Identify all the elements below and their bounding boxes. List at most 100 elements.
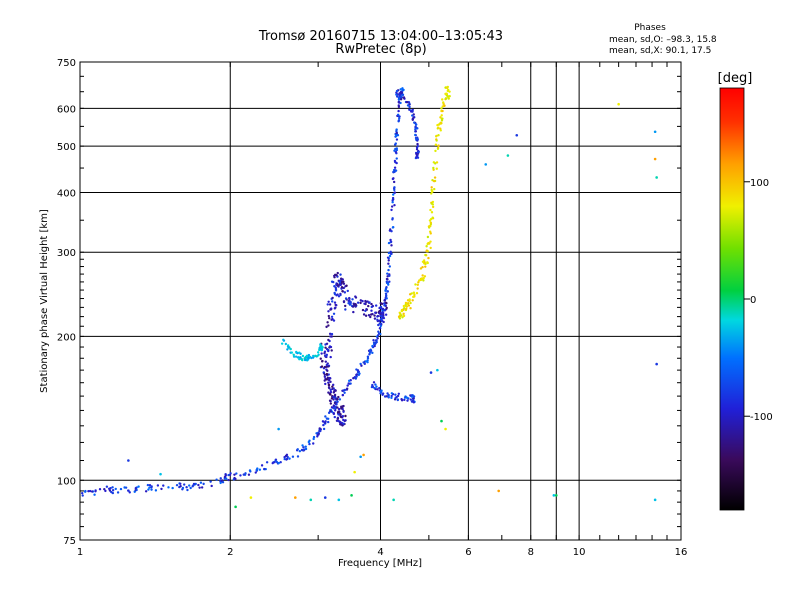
data-point [405, 305, 409, 308]
data-point [339, 423, 342, 426]
data-point [154, 489, 158, 492]
data-point [329, 345, 333, 349]
data-point [440, 107, 443, 110]
data-point [351, 298, 354, 301]
data-point [301, 354, 305, 358]
data-point [425, 245, 428, 248]
data-point [384, 292, 388, 295]
chart-title: Tromsø 20160715 13:04:00–13:05:43 [258, 29, 503, 44]
data-point [359, 362, 362, 366]
data-point [403, 398, 406, 402]
data-point [401, 316, 404, 319]
data-point [415, 155, 418, 158]
data-point [415, 291, 419, 295]
data-point [414, 128, 417, 131]
data-point [156, 484, 160, 487]
data-point [399, 312, 402, 316]
data-point [279, 461, 282, 464]
data-point [416, 287, 419, 290]
data-point [368, 350, 372, 354]
data-point [88, 489, 92, 493]
data-point [311, 356, 315, 359]
data-point [395, 138, 399, 141]
data-point [431, 205, 435, 209]
data-point [446, 94, 449, 98]
colorbar-gradient [719, 87, 745, 511]
data-point [372, 341, 376, 344]
data-point [329, 355, 332, 359]
data-point [305, 354, 309, 358]
data-point [341, 414, 345, 418]
data-point [327, 386, 331, 389]
data-point [323, 421, 326, 424]
data-point [337, 419, 340, 423]
data-point [414, 283, 417, 286]
data-point [286, 455, 289, 459]
data-point [385, 285, 388, 289]
chart-subtitle: RwPretec (8p) [335, 42, 426, 57]
data-point [189, 486, 192, 490]
data-point [333, 415, 336, 419]
data-point [344, 297, 348, 300]
data-point [352, 310, 355, 314]
data-point [655, 362, 658, 366]
data-point [300, 448, 304, 452]
data-point [361, 308, 365, 312]
data-point [370, 385, 374, 389]
data-point [323, 373, 326, 376]
data-point [369, 315, 372, 319]
data-point [412, 397, 415, 400]
data-point [325, 325, 328, 329]
data-point [387, 268, 390, 272]
data-point [385, 280, 388, 283]
plot-area: 1 2 4 6 8 10 16 75 100 200 300 400 500 600 750 [57, 58, 687, 558]
data-point [234, 477, 237, 481]
data-point [419, 267, 423, 270]
data-point [302, 446, 305, 449]
data-point [327, 384, 331, 387]
data-point [349, 382, 352, 385]
data-point [209, 480, 212, 483]
data-point [292, 353, 295, 357]
data-point [353, 375, 357, 379]
data-point [429, 221, 433, 224]
data-point [653, 130, 657, 134]
data-point [325, 365, 328, 368]
data-point [242, 473, 245, 476]
data-point [335, 398, 338, 401]
data-point [329, 377, 332, 380]
data-point [328, 332, 332, 336]
data-point [380, 318, 383, 321]
x-axis-label: Frequency [MHz] [338, 558, 422, 569]
data-point [435, 167, 438, 170]
data-point [437, 134, 440, 137]
data-point [308, 442, 311, 446]
data-point [376, 314, 380, 318]
data-point [286, 348, 289, 351]
data-point [387, 393, 390, 397]
data-point [324, 346, 327, 349]
data-point [271, 461, 274, 465]
data-point [421, 274, 424, 277]
data-point [393, 166, 397, 169]
data-point [373, 314, 376, 317]
data-point [274, 458, 278, 461]
data-point [327, 411, 331, 415]
data-point [370, 309, 373, 312]
data-point [330, 349, 333, 352]
data-point [134, 487, 138, 490]
data-point [127, 459, 130, 462]
data-point [397, 101, 401, 104]
data-point [402, 307, 406, 310]
data-point [429, 246, 432, 250]
data-point [340, 407, 343, 410]
data-point [411, 108, 415, 112]
data-point [373, 317, 377, 320]
data-point [339, 273, 342, 276]
data-point [402, 312, 405, 316]
data-point [320, 365, 324, 368]
data-point [342, 389, 345, 392]
data-point [304, 445, 307, 448]
data-point [405, 100, 409, 104]
data-point [297, 356, 300, 359]
